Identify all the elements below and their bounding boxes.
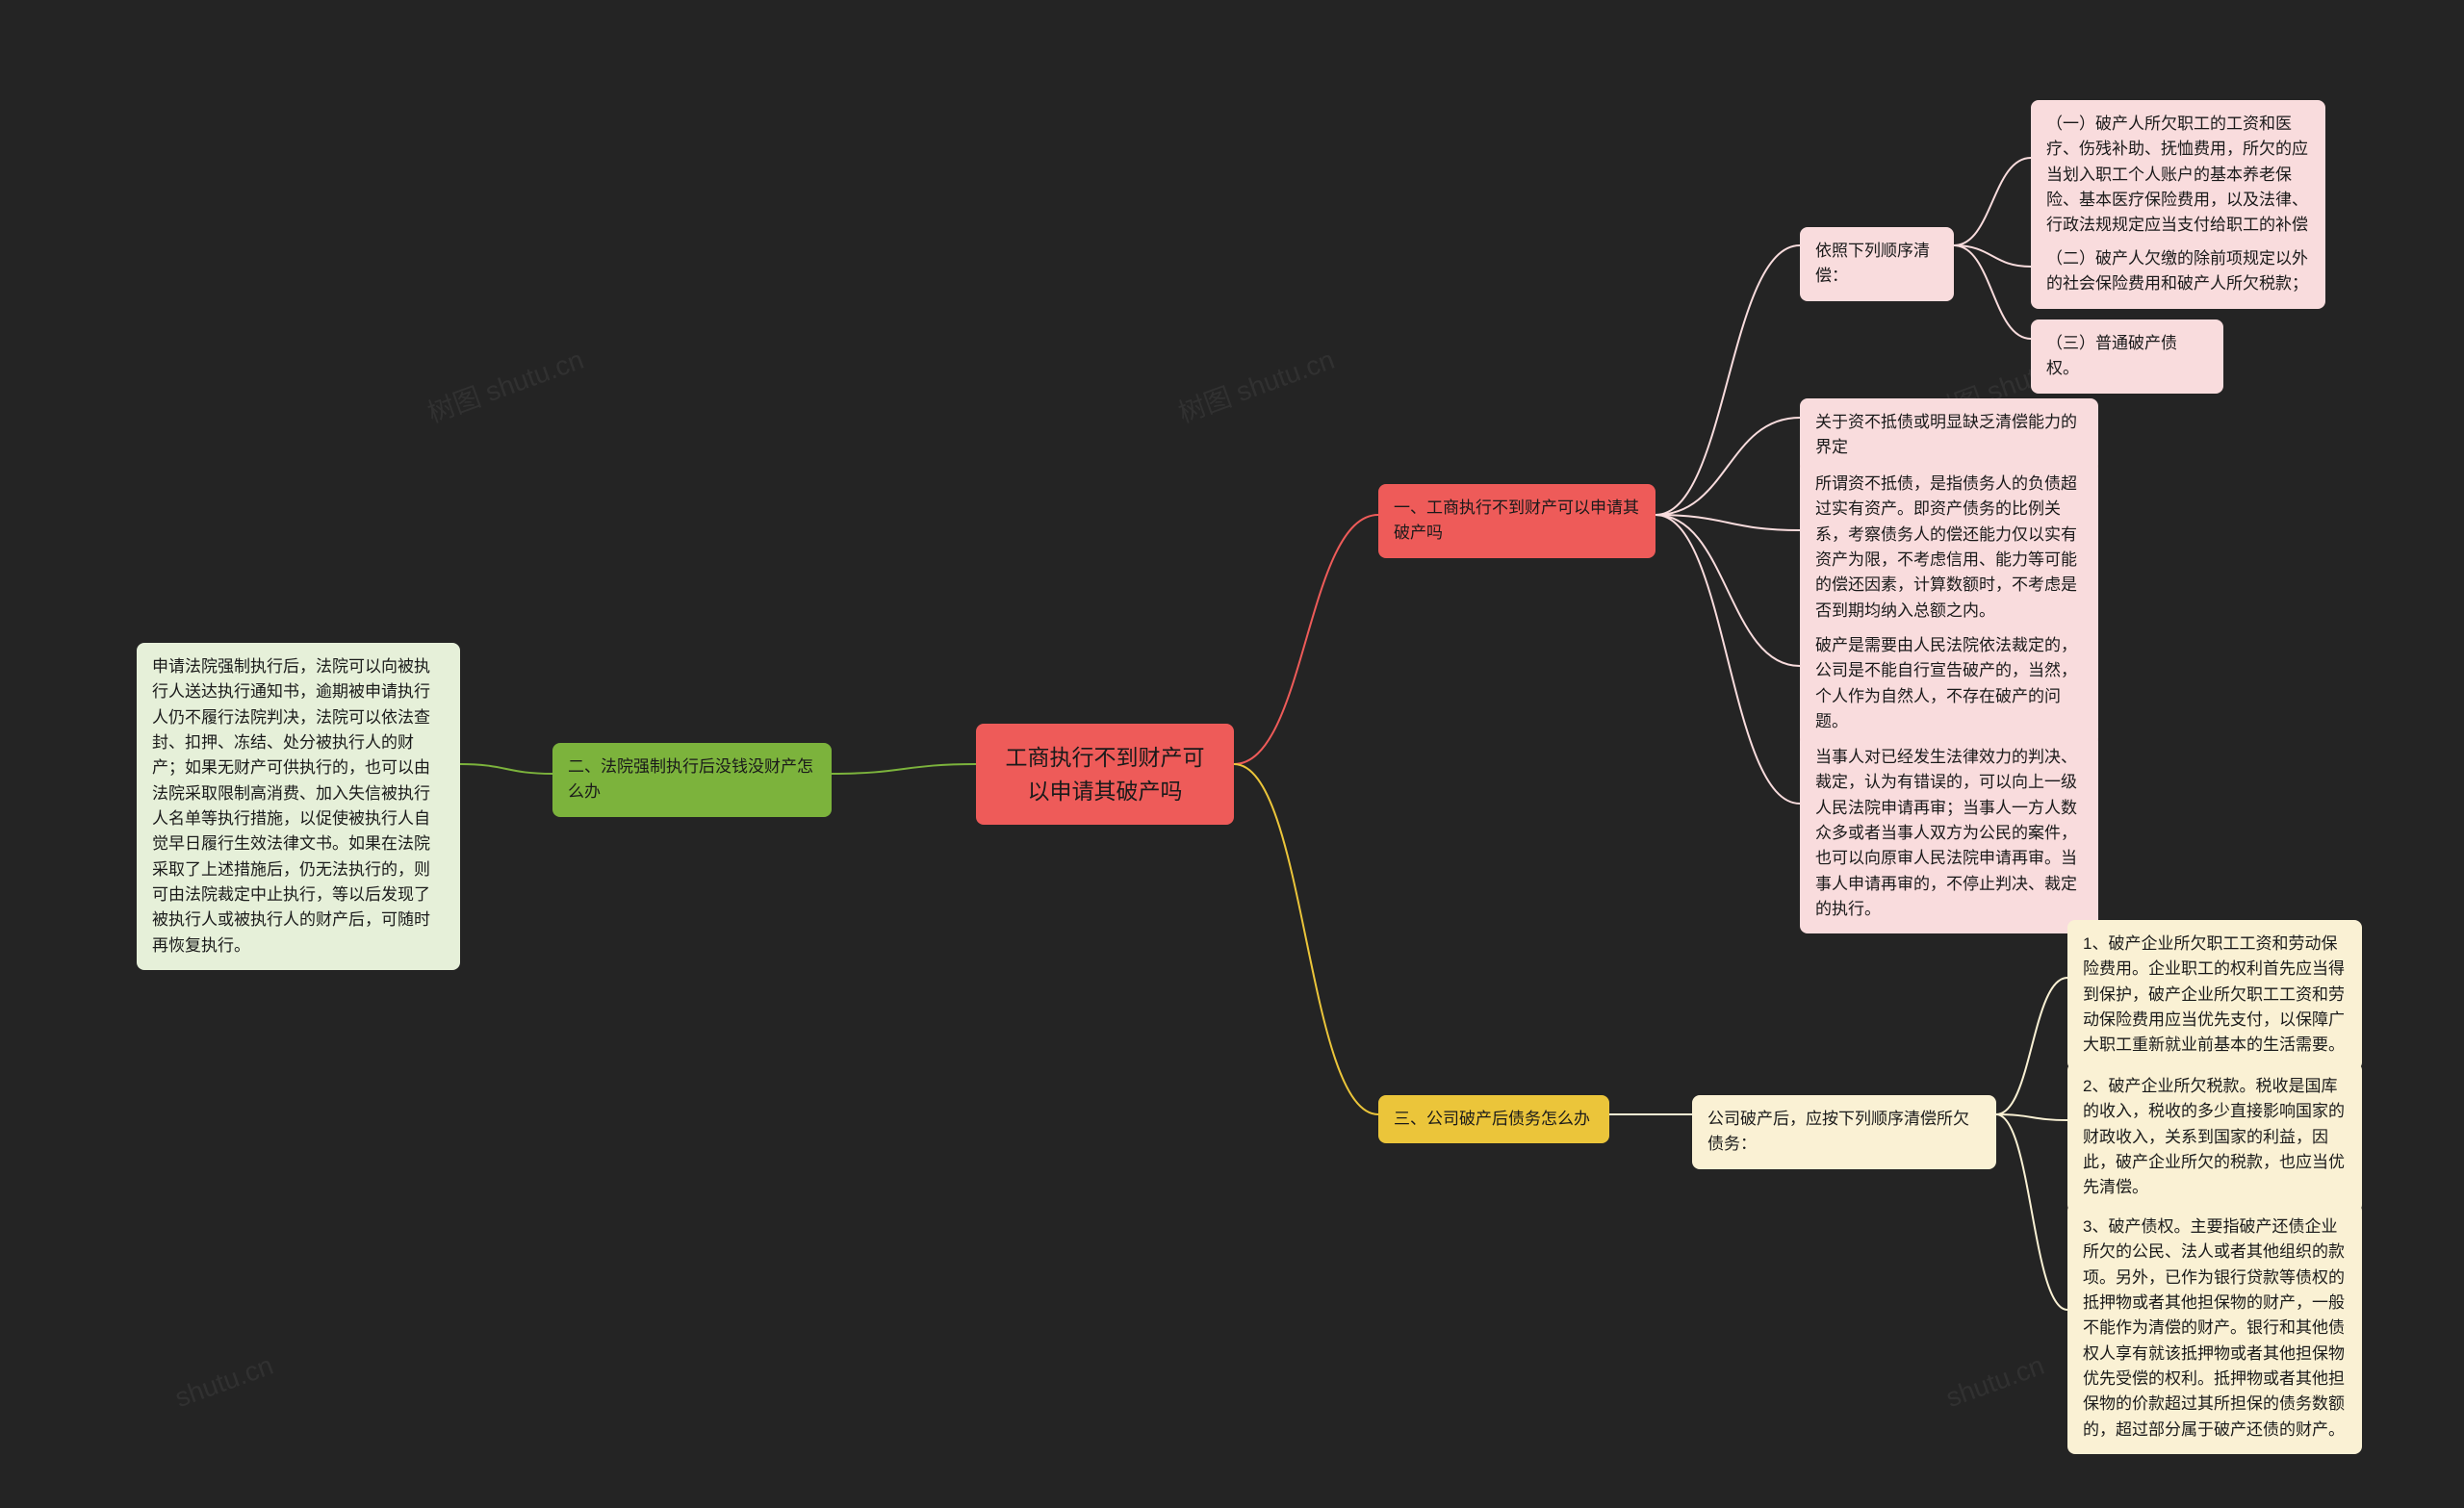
branch-1-leaf-2: 破产是需要由人民法院依法裁定的，公司是不能自行宣告破产的，当然，个人作为自然人，… (1800, 622, 2098, 746)
branch-1-sub-item-1: （二）破产人欠缴的除前项规定以外的社会保险费用和破产人所欠税款； (2031, 235, 2325, 309)
branch-1-sub-item-2: （三）普通破产债权。 (2031, 319, 2223, 394)
branch-1-title: 一、工商执行不到财产可以申请其破产吗 (1378, 484, 1656, 558)
branch-1-leaf-1: 所谓资不抵债，是指债务人的负债超过实有资产。即资产债务的比例关系，考察债务人的偿… (1800, 460, 2098, 635)
watermark: 树图 shutu.cn (422, 339, 588, 431)
branch-2-title: 二、法院强制执行后没钱没财产怎么办 (552, 743, 832, 817)
branch-3-sub-item-0: 1、破产企业所欠职工工资和劳动保险费用。企业职工的权利首先应当得到保护，破产企业… (2067, 920, 2362, 1070)
root-node: 工商执行不到财产可以申请其破产吗 (976, 724, 1234, 825)
branch-1-sub-title: 依照下列顺序清偿： (1800, 227, 1954, 301)
branch-2-leaf: 申请法院强制执行后，法院可以向被执行人送达执行通知书，逾期被申请执行人仍不履行法… (137, 643, 460, 970)
watermark: shutu.cn (171, 1350, 277, 1414)
branch-3-title: 三、公司破产后债务怎么办 (1378, 1095, 1609, 1143)
branch-3-sub-item-2: 3、破产债权。主要指破产还债企业所欠的公民、法人或者其他组织的款项。另外，已作为… (2067, 1203, 2362, 1454)
watermark: 树图 shutu.cn (1172, 339, 1339, 431)
branch-3-sub-title: 公司破产后，应按下列顺序清偿所欠债务： (1692, 1095, 1996, 1169)
branch-3-sub-item-1: 2、破产企业所欠税款。税收是国库的收入，税收的多少直接影响国家的财政收入，关系到… (2067, 1062, 2362, 1213)
watermark: shutu.cn (1942, 1350, 2048, 1414)
branch-1-leaf-3: 当事人对已经发生法律效力的判决、裁定，认为有错误的，可以向上一级人民法院申请再审… (1800, 733, 2098, 933)
